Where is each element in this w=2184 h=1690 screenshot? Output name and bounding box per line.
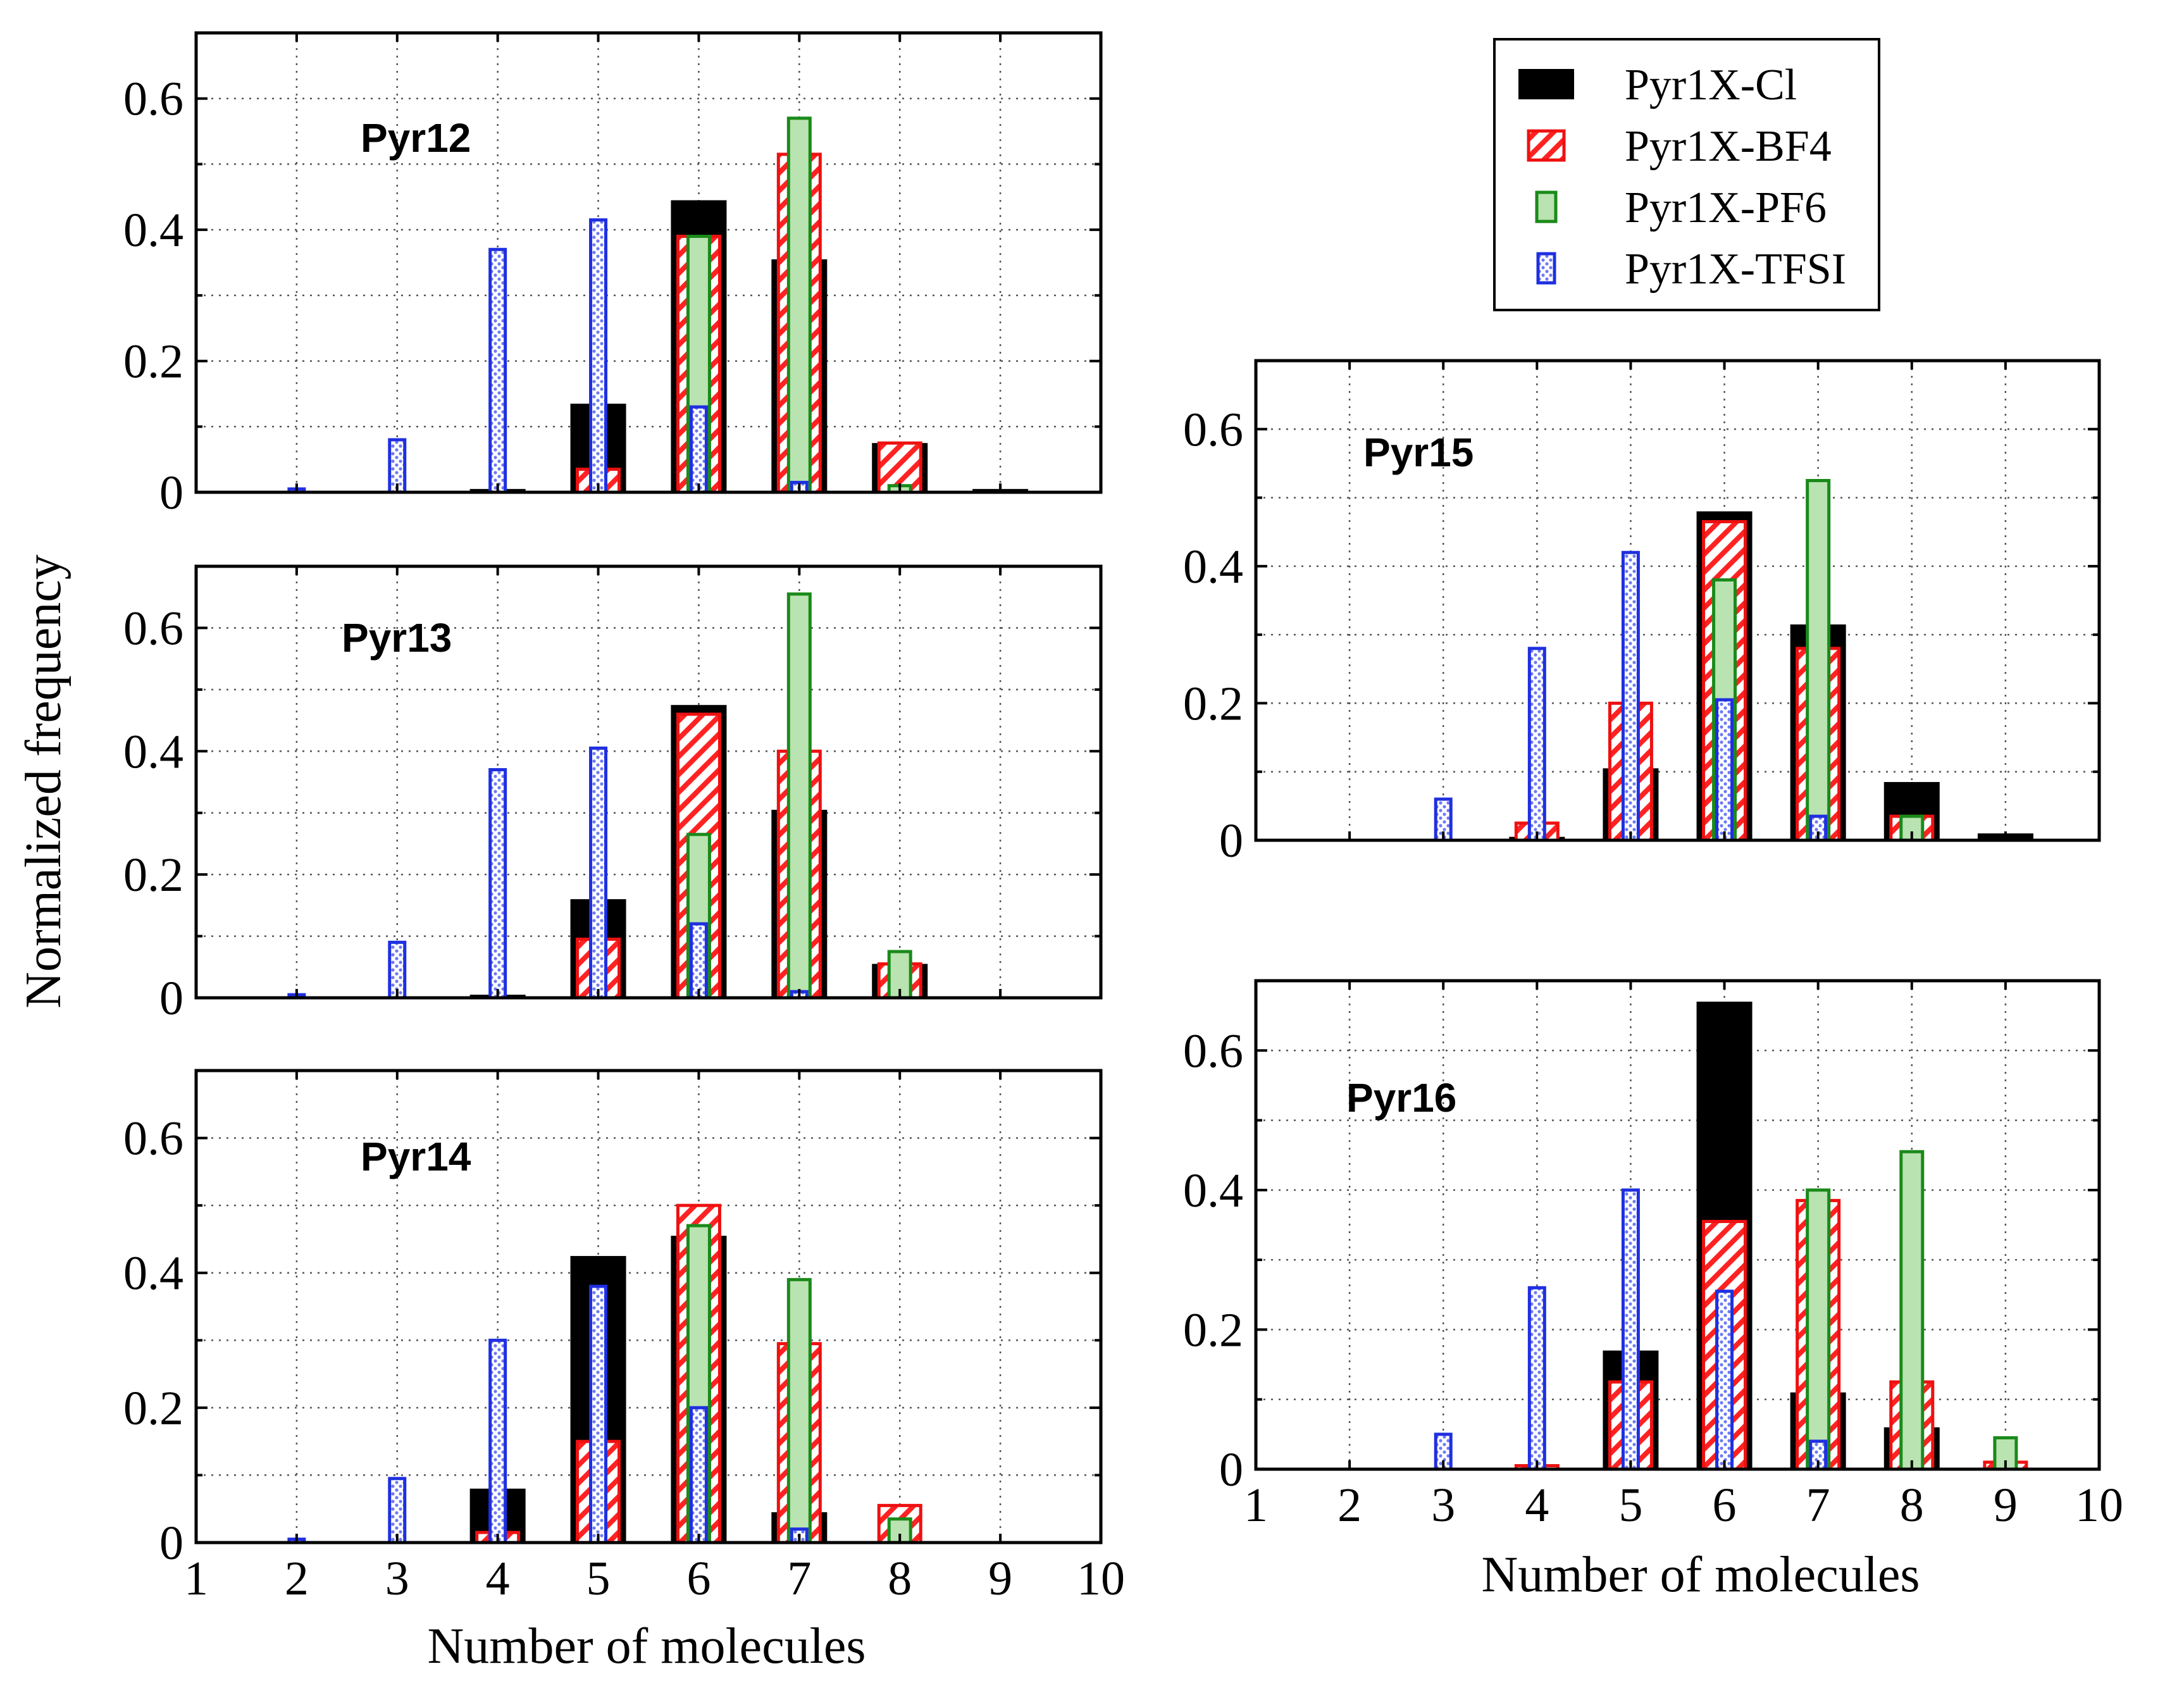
x-tick-label: 2: [1337, 1479, 1362, 1532]
panel-pyr12: 0 0.2 0.4 0.6 Pyr12: [123, 31, 1103, 519]
bar-pyr12-pyr1x-tfsi-4: [488, 247, 507, 494]
bar-pyr14-pyr1x-tfsi-3: [388, 1477, 407, 1544]
plot-frame: [1254, 979, 2101, 1471]
panel-pyr14: 0 0.2 0.4 0.6 1 2 3 4 5 6 7 8 9 10 Pyr14: [123, 1069, 1125, 1605]
x-tick-label: 10: [2075, 1479, 2123, 1532]
y-tick-label: 0.6: [123, 73, 183, 126]
x-tick-label: 10: [1077, 1552, 1125, 1605]
y-tick-label: 0.4: [1183, 1164, 1243, 1217]
x-tick-label: 2: [285, 1552, 309, 1605]
bar-pyr16-pyr1x-pf6-8: [1899, 1150, 1925, 1471]
x-tick-label: 9: [988, 1552, 1012, 1605]
panels: 0 0.2 0.4 0.6 Pyr12 0 0.2 0.4 0.6 Pyr13 0 0.2 0.4 0.6…: [123, 31, 2123, 1605]
bar-pyr13-pyr1x-tfsi-6: [689, 922, 708, 1000]
legend-label-pyr1x-cl: Pyr1X-Cl: [1625, 61, 1797, 109]
plot-frame: [1254, 359, 2101, 842]
legend-swatch-pyr1x-tfsi: [1536, 252, 1556, 285]
panel-pyr15: 0 0.2 0.4 0.6 Pyr15: [1183, 359, 2101, 867]
legend-label-pyr1x-tfsi: Pyr1X-TFSI: [1625, 245, 1846, 294]
y-tick-label: 0: [159, 466, 183, 519]
y-tick-label: 0.2: [1183, 677, 1243, 730]
bar-pyr14-pyr1x-tfsi-4: [488, 1338, 507, 1544]
y-tick-label: 0.4: [1183, 540, 1243, 593]
panel-label: Pyr16: [1346, 1075, 1456, 1121]
panel-pyr13: 0 0.2 0.4 0.6 Pyr13: [123, 564, 1103, 1025]
panel-label: Pyr12: [361, 115, 471, 161]
bar-pyr12-pyr1x-pf6-7: [786, 116, 812, 494]
x-axis-label-left: Number of molecules: [427, 1619, 866, 1674]
bar-pyr12-pyr1x-tfsi-6: [689, 405, 708, 494]
bar-pyr14-pyr1x-tfsi-5: [589, 1284, 608, 1544]
bar-pyr12-pyr1x-tfsi-5: [589, 218, 608, 494]
x-tick-label: 4: [1525, 1479, 1549, 1532]
x-tick-label: 1: [184, 1552, 208, 1605]
bar-pyr16-pyr1x-tfsi-4: [1527, 1286, 1546, 1471]
legend-label-pyr1x-pf6: Pyr1X-PF6: [1625, 183, 1827, 232]
plot-frame: [194, 564, 1103, 1000]
y-tick-label: 0.4: [123, 1247, 183, 1300]
x-tick-label: 7: [787, 1552, 811, 1605]
bar-pyr16-pyr1x-pf6-7: [1806, 1188, 1831, 1471]
plot-frame: [194, 1069, 1103, 1544]
bar-pyr16-pyr1x-tfsi-5: [1621, 1188, 1640, 1471]
legend-swatch-pyr1x-pf6: [1535, 190, 1558, 223]
x-tick-label: 9: [1994, 1479, 2018, 1532]
panel-label: Pyr15: [1363, 430, 1474, 475]
y-tick-label: 0.2: [123, 848, 183, 902]
plot-frame: [194, 31, 1103, 494]
x-tick-label: 4: [486, 1552, 510, 1605]
y-tick-label: 0.6: [1183, 403, 1243, 456]
x-tick-label: 7: [1806, 1479, 1830, 1532]
x-tick-label: 6: [686, 1552, 710, 1605]
x-tick-label: 6: [1713, 1479, 1737, 1532]
y-tick-label: 0: [1219, 1443, 1243, 1496]
bar-pyr16-pyr1x-tfsi-6: [1715, 1289, 1734, 1471]
y-tick-label: 0.4: [123, 204, 183, 257]
bar-pyr13-pyr1x-tfsi-5: [589, 746, 608, 1000]
legend-swatch-pyr1x-bf4: [1527, 129, 1566, 162]
bar-pyr15-pyr1x-pf6-7: [1806, 479, 1831, 842]
y-tick-label: 0.2: [123, 335, 183, 388]
panel-label: Pyr13: [342, 615, 452, 661]
y-tick-label: 0.6: [123, 602, 183, 655]
legend-label-pyr1x-bf4: Pyr1X-BF4: [1625, 122, 1832, 171]
x-tick-label: 8: [1900, 1479, 1924, 1532]
y-tick-label: 0.6: [123, 1112, 183, 1165]
bar-pyr14-pyr1x-tfsi-6: [689, 1406, 708, 1544]
legend: Pyr1X-Cl Pyr1X-BF4 Pyr1X-PF6 Pyr1X-TFSI: [1493, 38, 1880, 311]
bar-pyr13-pyr1x-pf6-7: [786, 592, 812, 1000]
y-tick-label: 0.2: [1183, 1303, 1243, 1357]
bar-pyr14-pyr1x-pf6-7: [786, 1277, 812, 1544]
legend-swatch-pyr1x-cl: [1518, 69, 1574, 99]
x-tick-label: 1: [1244, 1479, 1268, 1532]
y-tick-label: 0.2: [123, 1382, 183, 1435]
y-tick-label: 0.6: [1183, 1024, 1243, 1078]
panel-pyr16: 0 0.2 0.4 0.6 1 2 3 4 5 6 7 8 9 10 Pyr16: [1183, 979, 2123, 1532]
x-tick-label: 3: [1431, 1479, 1455, 1532]
bar-pyr15-pyr1x-tfsi-4: [1527, 647, 1546, 842]
y-tick-label: 0: [1219, 814, 1243, 867]
y-tick-label: 0.4: [123, 725, 183, 778]
x-tick-label: 3: [385, 1552, 409, 1605]
y-tick-label: 0: [159, 1517, 183, 1570]
y-axis-label: Normalized frequency: [16, 554, 71, 1008]
bar-pyr13-pyr1x-tfsi-4: [488, 768, 507, 1000]
x-tick-label: 5: [586, 1552, 611, 1605]
bar-pyr14-pyr1x-pf6-8: [887, 1517, 912, 1544]
bar-pyr15-pyr1x-tfsi-6: [1715, 698, 1734, 842]
bar-pyr15-pyr1x-tfsi-5: [1621, 550, 1640, 842]
panel-label: Pyr14: [361, 1134, 471, 1179]
y-tick-label: 0: [159, 972, 183, 1025]
x-axis-label-right: Number of molecules: [1481, 1547, 1920, 1603]
x-tick-label: 8: [888, 1552, 912, 1605]
x-tick-label: 5: [1618, 1479, 1642, 1532]
